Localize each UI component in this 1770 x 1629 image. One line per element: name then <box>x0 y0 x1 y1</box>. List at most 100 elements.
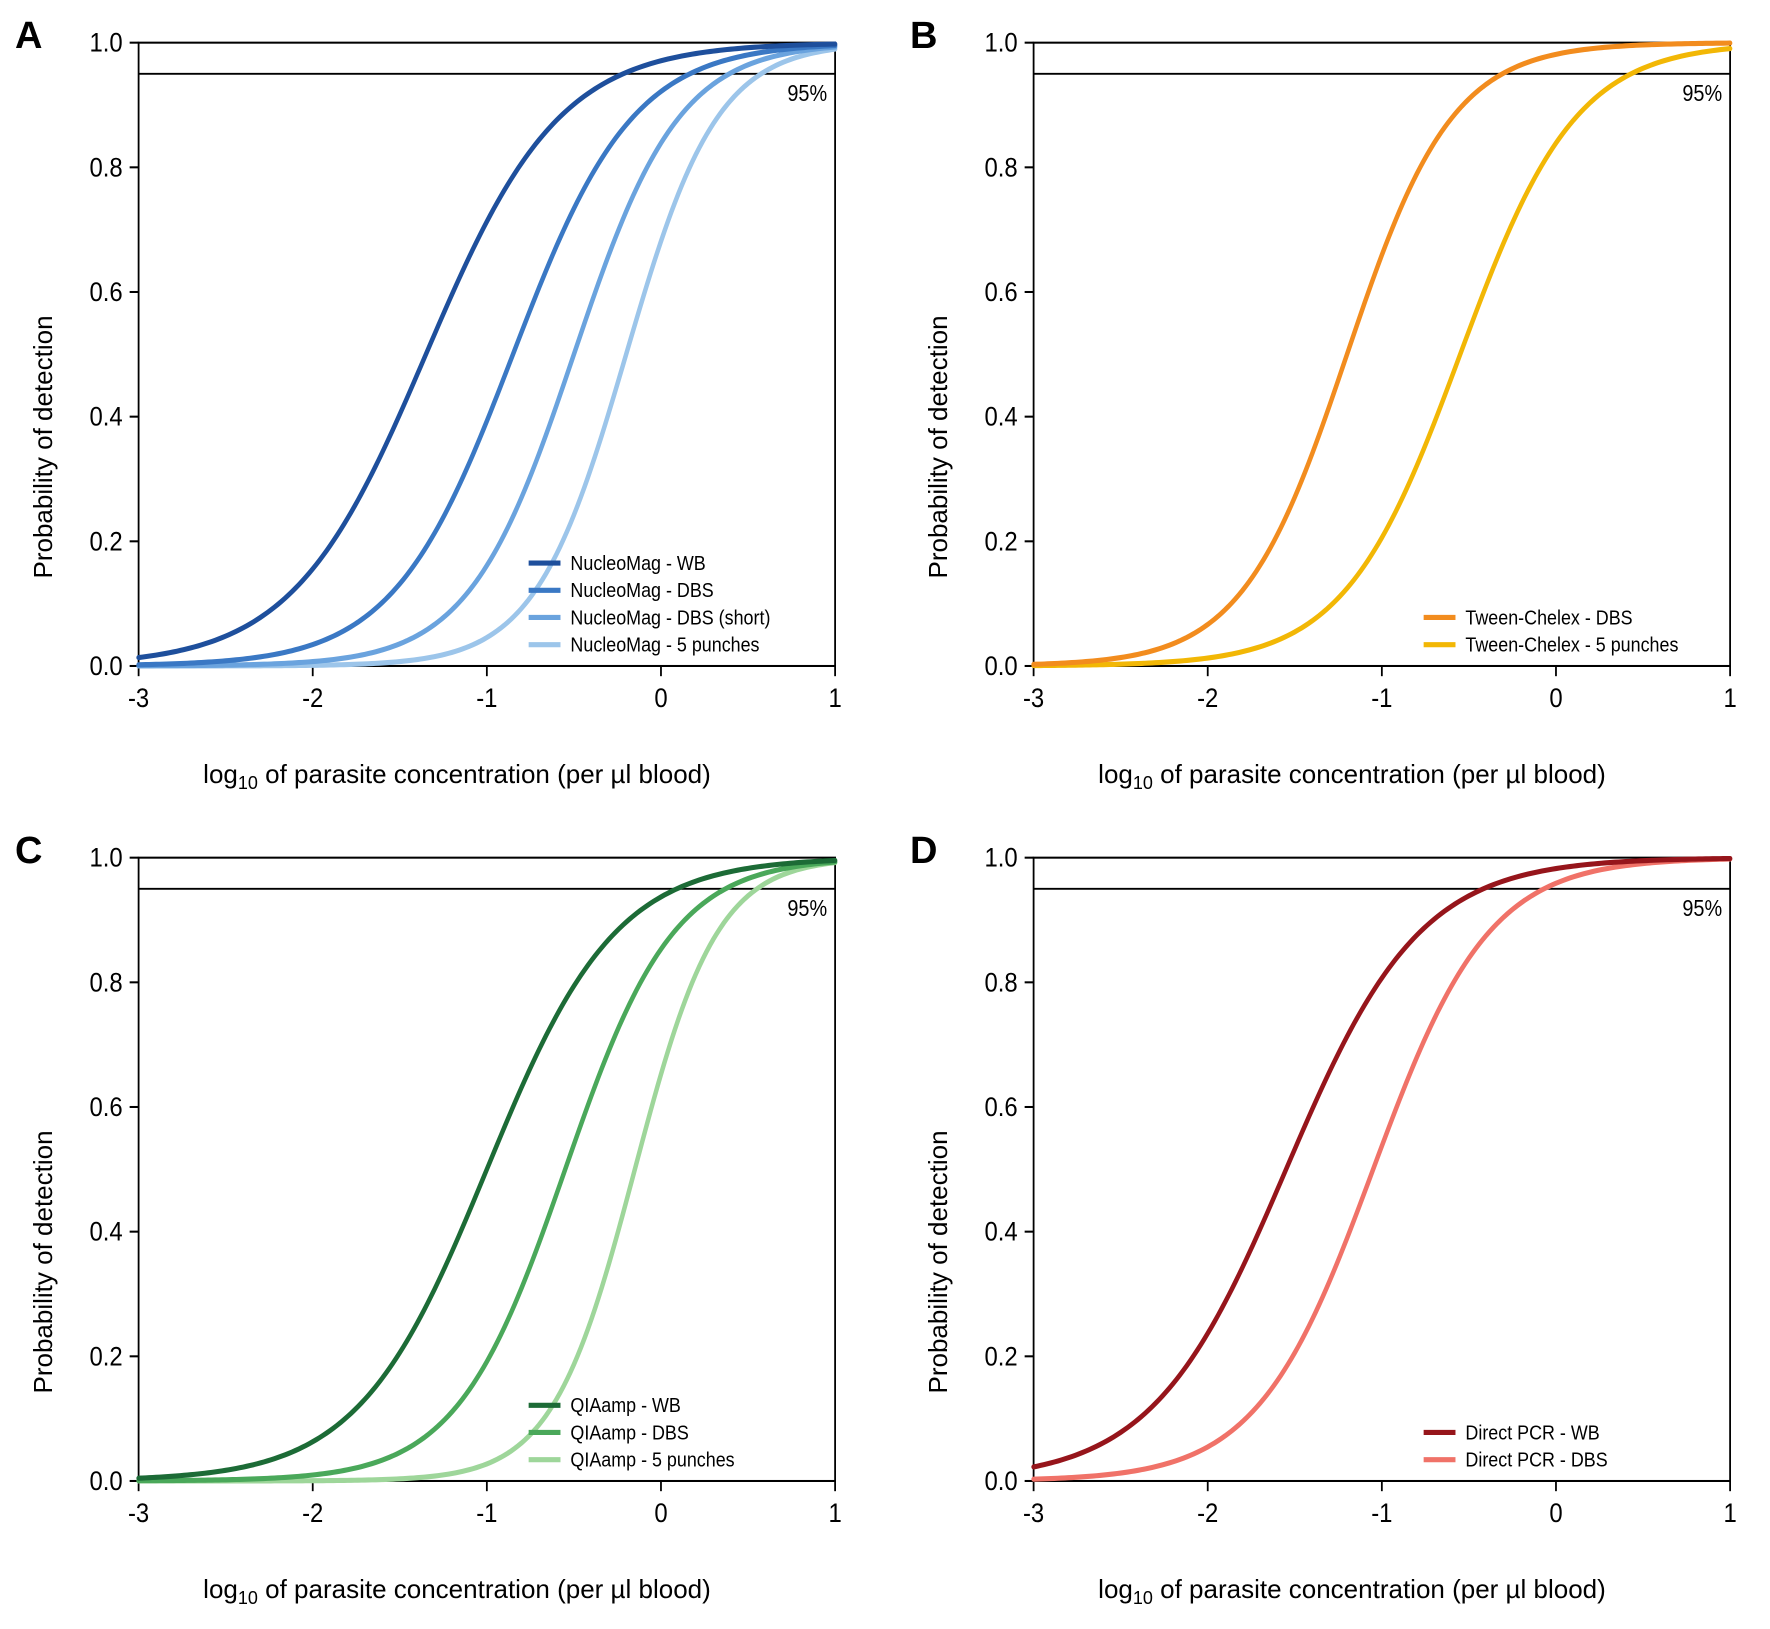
plot-col: -3 -2 -1 0 1 0.0 0.2 0.4 0.6 0.8 1.0 95% Direct PCR … <box>954 835 1750 1610</box>
legend-label: NucleoMag - DBS <box>570 580 713 602</box>
x-tick-label: -2 <box>302 1498 323 1528</box>
x-tick-label: 0 <box>1549 1498 1562 1528</box>
plot-area: -3 -2 -1 0 1 0.0 0.2 0.4 0.6 0.8 1.0 95% NucleoMag -… <box>59 20 855 745</box>
x-tick-label: 0 <box>654 683 667 713</box>
y-tick-label: 0.8 <box>89 968 122 998</box>
series-curve <box>1034 858 1731 1478</box>
legend-label: QIAamp - DBS <box>570 1422 688 1444</box>
panel-B: BProbability of detection-3-2-1010.00.20… <box>915 20 1750 795</box>
y-tick-label: 0.4 <box>984 1217 1017 1247</box>
x-tick-label: -3 <box>1023 683 1044 713</box>
y-tick-label: 0.2 <box>984 527 1017 557</box>
series-curve <box>1034 858 1731 1466</box>
x-tick-label: -2 <box>302 683 323 713</box>
y-axis-label: Probability of detection <box>915 835 954 1610</box>
y-tick-label: 1.0 <box>984 843 1017 873</box>
y-tick-label: 0.2 <box>89 527 122 557</box>
series-curve <box>139 49 836 666</box>
reference-line-label: 95% <box>787 81 827 107</box>
x-tick-label: 0 <box>1549 683 1562 713</box>
x-axis-label: log10 of parasite concentration (per µl … <box>954 1560 1750 1609</box>
y-tick-label: 0.8 <box>984 153 1017 183</box>
y-axis-label: Probability of detection <box>915 20 954 795</box>
y-tick-label: 0.2 <box>89 1342 122 1372</box>
x-tick-label: -2 <box>1197 1498 1218 1528</box>
legend-label: NucleoMag - 5 punches <box>570 634 759 656</box>
panel-A: AProbability of detection-3-2-1010.00.20… <box>20 20 855 795</box>
y-tick-label: 0.6 <box>984 278 1017 308</box>
plot-area: -3 -2 -1 0 1 0.0 0.2 0.4 0.6 0.8 1.0 95% Direct PCR … <box>954 835 1750 1560</box>
y-tick-label: 0.8 <box>89 153 122 183</box>
x-tick-label: -3 <box>128 1498 149 1528</box>
plot-row: Probability of detection -3 -2 -1 0 1 0.0 0.2 0.… <box>915 20 1750 795</box>
y-tick-label: 0.6 <box>89 1092 122 1122</box>
y-tick-label: 0.4 <box>89 402 122 432</box>
series-curve <box>1034 49 1731 666</box>
y-axis-label: Probability of detection <box>20 835 59 1610</box>
y-tick-label: 0.0 <box>89 652 122 682</box>
series-curve <box>1034 43 1731 664</box>
legend-label: NucleoMag - DBS (short) <box>570 607 770 629</box>
chart-svg: -3 -2 -1 0 1 0.0 0.2 0.4 0.6 0.8 1.0 95% Tween-Chele… <box>954 20 1750 745</box>
plot-row: Probability of detection -3 -2 -1 0 1 0.0 0.2 0.… <box>20 835 855 1610</box>
y-axis-label: Probability of detection <box>20 20 59 795</box>
legend-label: Direct PCR - WB <box>1465 1422 1599 1444</box>
x-tick-label: -1 <box>1371 1498 1392 1528</box>
x-tick-label: 1 <box>828 683 841 713</box>
x-axis-label: log10 of parasite concentration (per µl … <box>59 1560 855 1609</box>
plot-col: -3 -2 -1 0 1 0.0 0.2 0.4 0.6 0.8 1.0 95% Tween-Chele… <box>954 20 1750 795</box>
legend-label: Direct PCR - DBS <box>1465 1449 1607 1471</box>
legend-label: Tween-Chelex - DBS <box>1465 607 1632 629</box>
x-tick-label: -3 <box>1023 1498 1044 1528</box>
y-tick-label: 0.0 <box>984 1466 1017 1496</box>
series-curve <box>139 46 836 665</box>
legend: QIAamp - WB QIAamp - DBS QIAamp - 5 punche… <box>529 1395 735 1472</box>
x-tick-label: 1 <box>1723 683 1736 713</box>
reference-line-label: 95% <box>1682 81 1722 107</box>
y-tick-label: 0.8 <box>984 968 1017 998</box>
y-tick-label: 0.6 <box>984 1092 1017 1122</box>
y-tick-label: 0.0 <box>89 1466 122 1496</box>
x-tick-label: 0 <box>654 1498 667 1528</box>
chart-svg: -3 -2 -1 0 1 0.0 0.2 0.4 0.6 0.8 1.0 95% Direct PCR … <box>954 835 1750 1560</box>
plot-border <box>1034 43 1731 666</box>
y-tick-label: 1.0 <box>89 28 122 58</box>
legend-label: Tween-Chelex - 5 punches <box>1465 634 1678 656</box>
series-curve <box>139 860 836 1478</box>
x-tick-label: 1 <box>1723 1498 1736 1528</box>
legend: Direct PCR - WB Direct PCR - DBS <box>1424 1422 1608 1472</box>
x-tick-label: -2 <box>1197 683 1218 713</box>
panel-D: DProbability of detection-3-2-1010.00.20… <box>915 835 1750 1610</box>
legend-label: QIAamp - WB <box>570 1395 680 1417</box>
plot-row: Probability of detection -3 -2 -1 0 1 0.0 0.2 0.… <box>20 20 855 795</box>
x-axis-label: log10 of parasite concentration (per µl … <box>954 745 1750 794</box>
series-curve <box>139 47 836 666</box>
x-tick-label: -1 <box>1371 683 1392 713</box>
legend: Tween-Chelex - DBS Tween-Chelex - 5 punch… <box>1424 607 1679 657</box>
x-tick-label: -1 <box>476 683 497 713</box>
plot-col: -3 -2 -1 0 1 0.0 0.2 0.4 0.6 0.8 1.0 95% QIAamp - WB… <box>59 835 855 1610</box>
plot-area: -3 -2 -1 0 1 0.0 0.2 0.4 0.6 0.8 1.0 95% QIAamp - WB… <box>59 835 855 1560</box>
panel-C: CProbability of detection-3-2-1010.00.20… <box>20 835 855 1610</box>
plot-border <box>1034 857 1731 1480</box>
y-tick-label: 0.4 <box>984 402 1017 432</box>
plot-border <box>139 43 836 666</box>
legend-label: QIAamp - 5 punches <box>570 1449 734 1471</box>
chart-svg: -3 -2 -1 0 1 0.0 0.2 0.4 0.6 0.8 1.0 95% NucleoMag -… <box>59 20 855 745</box>
x-tick-label: 1 <box>828 1498 841 1528</box>
y-tick-label: 0.6 <box>89 278 122 308</box>
reference-line-label: 95% <box>787 895 827 921</box>
plot-area: -3 -2 -1 0 1 0.0 0.2 0.4 0.6 0.8 1.0 95% Tween-Chele… <box>954 20 1750 745</box>
y-tick-label: 0.0 <box>984 652 1017 682</box>
x-tick-label: -3 <box>128 683 149 713</box>
y-tick-label: 1.0 <box>984 28 1017 58</box>
y-tick-label: 0.2 <box>984 1342 1017 1372</box>
y-tick-label: 1.0 <box>89 843 122 873</box>
reference-line-label: 95% <box>1682 895 1722 921</box>
plot-row: Probability of detection -3 -2 -1 0 1 0.0 0.2 0.… <box>915 835 1750 1610</box>
y-tick-label: 0.4 <box>89 1217 122 1247</box>
legend-label: NucleoMag - WB <box>570 553 705 575</box>
legend: NucleoMag - WB NucleoMag - DBS NucleoMag -… <box>529 553 771 657</box>
chart-svg: -3 -2 -1 0 1 0.0 0.2 0.4 0.6 0.8 1.0 95% QIAamp - WB… <box>59 835 855 1560</box>
x-tick-label: -1 <box>476 1498 497 1528</box>
